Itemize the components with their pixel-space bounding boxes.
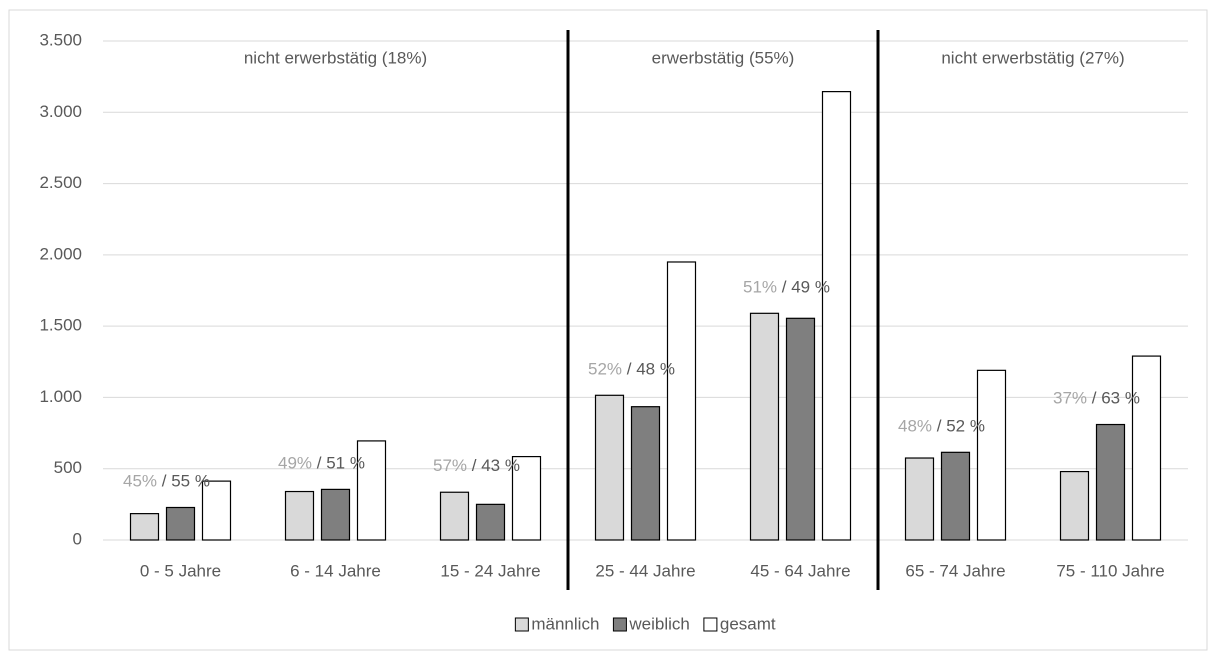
- male-share: 37%: [1053, 389, 1087, 408]
- male-share: 45%: [123, 472, 157, 491]
- female-share: / 63 %: [1092, 389, 1140, 408]
- legend-swatch: [703, 617, 718, 632]
- male-share: 49%: [278, 454, 312, 473]
- bar: [666, 261, 697, 541]
- bar: [439, 491, 470, 541]
- split-label: 45% / 55 %: [123, 472, 210, 491]
- y-tick-label: 2.500: [39, 173, 82, 192]
- x-tick-label: 65 - 74 Jahre: [905, 561, 1005, 580]
- bar: [785, 317, 816, 541]
- split-label: 37% / 63 %: [1053, 389, 1140, 408]
- legend-item: gesamt: [703, 614, 776, 633]
- female-share: / 51 %: [317, 454, 365, 473]
- split-label: 51% / 49 %: [743, 278, 830, 297]
- y-tick-label: 1.500: [39, 316, 82, 335]
- bar: [320, 488, 351, 541]
- y-tick-label: 3.000: [39, 102, 82, 121]
- bar: [129, 513, 160, 541]
- bar: [165, 506, 196, 541]
- female-share: / 52 %: [937, 417, 985, 436]
- section-label: nicht erwerbstätig (18%): [244, 48, 427, 67]
- bar: [1095, 423, 1126, 541]
- x-tick-label: 15 - 24 Jahre: [440, 561, 540, 580]
- legend: männlich weiblich gesamt: [514, 614, 776, 633]
- legend-label: männlich: [531, 614, 599, 633]
- x-tick-label: 45 - 64 Jahre: [750, 561, 850, 580]
- female-share: / 49 %: [782, 278, 830, 297]
- split-label: 48% / 52 %: [898, 417, 985, 436]
- male-share: 51%: [743, 278, 777, 297]
- male-share: 57%: [433, 457, 467, 476]
- x-tick-label: 75 - 110 Jahre: [1056, 561, 1164, 580]
- bar: [630, 406, 661, 541]
- y-tick-label: 2.000: [39, 244, 82, 263]
- legend-label: gesamt: [720, 614, 776, 633]
- legend-swatch: [612, 617, 627, 632]
- legend-swatch: [514, 617, 529, 632]
- legend-item: männlich: [514, 614, 599, 633]
- bar: [1059, 470, 1090, 541]
- bar: [821, 91, 852, 541]
- section-label: erwerbstätig (55%): [652, 48, 795, 67]
- split-label: 49% / 51 %: [278, 454, 365, 473]
- y-tick-label: 0: [73, 529, 82, 548]
- bar: [511, 455, 542, 541]
- y-tick-label: 1.000: [39, 387, 82, 406]
- section-label: nicht erwerbstätig (27%): [941, 48, 1124, 67]
- male-share: 48%: [898, 417, 932, 436]
- male-share: 52%: [588, 360, 622, 379]
- bar: [356, 440, 387, 541]
- bar: [284, 490, 315, 541]
- x-tick-label: 6 - 14 Jahre: [290, 561, 381, 580]
- split-label: 52% / 48 %: [588, 360, 675, 379]
- chart-border: [8, 9, 1208, 651]
- x-tick-label: 25 - 44 Jahre: [595, 561, 695, 580]
- bar: [976, 369, 1007, 541]
- bar: [475, 503, 506, 541]
- female-share: / 43 %: [472, 457, 520, 476]
- bar: [904, 457, 935, 541]
- y-tick-label: 3.500: [39, 30, 82, 49]
- female-share: / 48 %: [627, 360, 675, 379]
- legend-item: weiblich: [612, 614, 690, 633]
- split-label: 57% / 43 %: [433, 457, 520, 476]
- bar: [594, 394, 625, 541]
- bar: [940, 451, 971, 541]
- x-tick-label: 0 - 5 Jahre: [140, 561, 221, 580]
- y-tick-label: 500: [54, 458, 82, 477]
- bar: [749, 312, 780, 541]
- female-share: / 55 %: [162, 472, 210, 491]
- bar: [201, 480, 232, 541]
- legend-label: weiblich: [628, 614, 689, 633]
- bar: [1131, 355, 1162, 541]
